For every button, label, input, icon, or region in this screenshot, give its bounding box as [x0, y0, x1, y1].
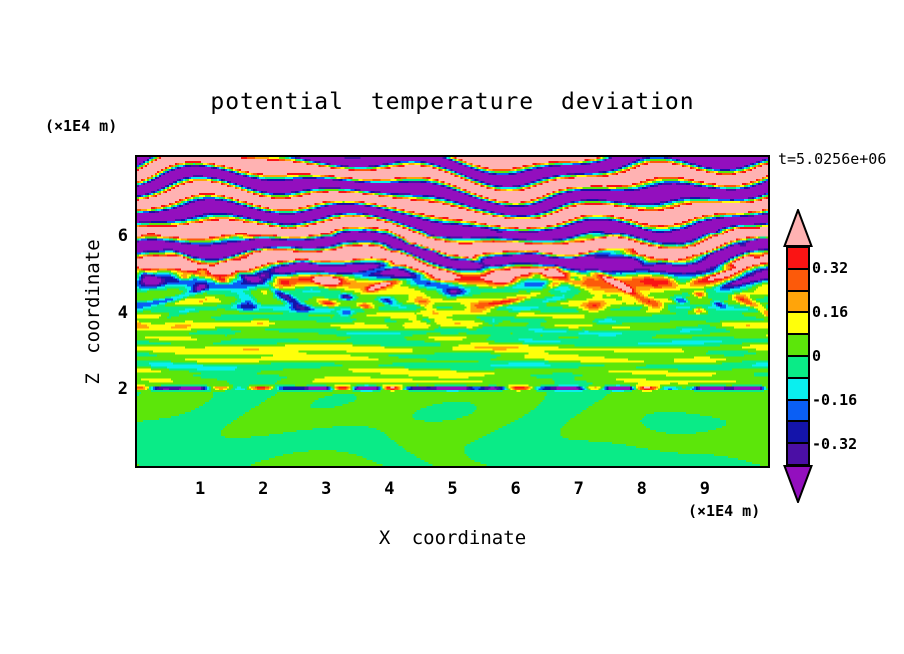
y-tick-label: 6: [117, 225, 128, 246]
colorbar-tick-label: -0.32: [812, 435, 858, 453]
colorbar-segment-navy: [788, 420, 808, 443]
y-tick-label: 4: [117, 302, 128, 323]
x-tick-label: 6: [510, 479, 521, 499]
x-tick-label: 4: [384, 479, 395, 499]
x-tick-label: 5: [447, 479, 458, 499]
colorbar-segment-green: [788, 333, 808, 355]
axis-ticks-overlay: [137, 157, 768, 466]
x-tick-label: 8: [636, 479, 647, 499]
z-axis-unit-label: (×1E4 m): [45, 117, 118, 135]
colorbar-over-arrow: [783, 209, 813, 247]
colorbar-tick-label: 0.16: [812, 303, 849, 321]
colorbar-segment-orange: [788, 289, 808, 312]
x-tick-label: 2: [258, 479, 269, 499]
plot-title: potential temperature deviation: [210, 89, 695, 115]
time-annotation: t=5.0256e+06: [778, 150, 887, 168]
colorbar-segment-yellow: [788, 311, 808, 334]
colorbar-tick-label: 0.32: [812, 259, 849, 277]
x-tick-label: 3: [321, 479, 332, 499]
x-tick-label: 7: [573, 479, 584, 499]
x-axis-title: X coordinate: [378, 527, 527, 549]
colorbar-segment-spring-green: [788, 354, 808, 377]
heatmap-field: [137, 157, 768, 466]
colorbar-segment-red: [788, 248, 808, 268]
colorbar-under-arrow: [783, 465, 813, 503]
colorbar-segment-dark-violet: [788, 442, 808, 464]
y-tick-label: 2: [117, 379, 128, 400]
colorbar-segment-cyan: [788, 376, 808, 399]
colorbar-tick-label: -0.16: [812, 391, 858, 409]
colorbar-segment-orange-red: [788, 267, 808, 290]
x-tick-label: 1: [194, 479, 206, 499]
plot-frame: [135, 155, 770, 468]
x-axis-unit-label: (×1E4 m): [688, 502, 761, 520]
colorbar-tick-label: 0: [812, 347, 822, 365]
colorbar-segment-blue: [788, 398, 808, 421]
x-tick-label: 9: [699, 479, 711, 499]
colorbar: [786, 246, 810, 466]
